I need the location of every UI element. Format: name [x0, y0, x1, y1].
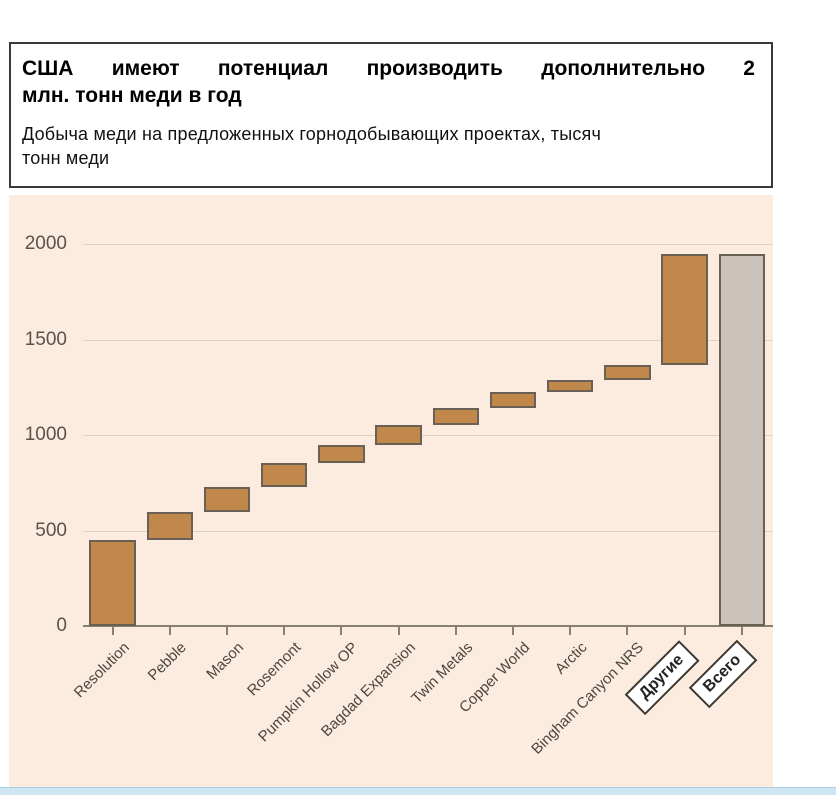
- chart-subtitle: Добыча меди на предложенных горнодобываю…: [22, 122, 755, 170]
- x-axis-label-mason: Mason: [203, 639, 247, 683]
- gridline-1000: [83, 435, 773, 436]
- x-axis-tick-всего: [740, 627, 743, 635]
- gridline-500: [83, 530, 773, 532]
- chart-title-line-2: млн. тонн меди в год: [22, 84, 242, 107]
- bottom-scrollbar-strip[interactable]: [0, 787, 836, 795]
- waterfall-bar-arctic: [546, 379, 594, 393]
- chart-header-box: США имеют потенциал производить дополнит…: [9, 42, 773, 188]
- x-axis-tick-rosemont: [283, 627, 286, 635]
- waterfall-bar-resolution: [89, 540, 136, 626]
- x-axis-tick-pebble: [168, 627, 171, 635]
- waterfall-bar-copper-world: [489, 392, 537, 409]
- waterfall-bar-bagdad-expansion: [375, 425, 422, 445]
- waterfall-bar-rosemont: [260, 462, 308, 487]
- waterfall-bar-pumpkin-hollow-op: [318, 444, 365, 463]
- waterfall-bar-другие: [661, 253, 708, 366]
- chart-title-line-1: США имеют потенциал производить дополнит…: [22, 57, 755, 80]
- gridline-1500: [83, 339, 773, 341]
- x-axis-tick-copper-world: [511, 627, 514, 635]
- y-axis-label-0: 0: [56, 615, 67, 636]
- x-axis-label-rosemont: Rosemont: [243, 639, 305, 700]
- x-axis-tick-twin-metals: [454, 627, 457, 635]
- waterfall-bar-всего: [718, 253, 765, 626]
- x-axis-tick-mason: [225, 627, 228, 635]
- x-axis-label-всего: Всего: [688, 640, 758, 709]
- waterfall-chart: 0 500 1000 1500 2000 Resolution Pebble Mason Ros…: [9, 195, 773, 787]
- x-axis-tick-bagdad-expansion: [397, 627, 400, 635]
- waterfall-bar-bingham-canyon-nrs: [604, 365, 651, 380]
- x-axis-label-arctic: Arctic: [551, 639, 591, 678]
- y-axis-label-500: 500: [35, 519, 67, 541]
- x-axis-label-pebble: Pebble: [144, 639, 190, 685]
- x-axis-tick-arctic: [569, 627, 572, 635]
- waterfall-bar-twin-metals: [432, 408, 479, 426]
- chart-subtitle-line-2: тонн меди: [22, 148, 110, 168]
- x-axis-tick-другие: [683, 627, 686, 635]
- y-axis-label-2000: 2000: [24, 233, 67, 254]
- x-axis-tick-resolution: [111, 627, 114, 635]
- x-axis-tick-bingham-canyon-nrs: [626, 627, 629, 635]
- gridline-2000: [83, 244, 773, 245]
- waterfall-bar-pebble: [146, 512, 193, 541]
- waterfall-bar-mason: [203, 486, 251, 513]
- y-axis-label-1500: 1500: [24, 328, 67, 350]
- x-axis-label-pumpkin-hollow-op: Pumpkin Hollow OP: [255, 639, 362, 746]
- y-axis-label-1000: 1000: [24, 424, 67, 445]
- x-axis-line: [83, 625, 773, 627]
- x-axis-tick-pumpkin-hollow-op: [340, 627, 343, 635]
- x-axis-label-resolution: Resolution: [70, 639, 133, 702]
- chart-subtitle-line-1: Добыча меди на предложенных горнодобываю…: [22, 124, 602, 144]
